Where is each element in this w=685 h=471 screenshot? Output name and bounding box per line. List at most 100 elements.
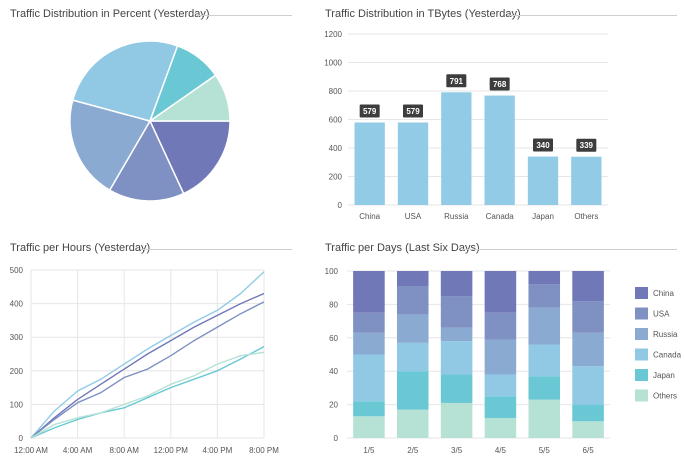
bar-data-label-bg — [359, 104, 380, 118]
bar-y-tick-label: 400 — [329, 144, 343, 153]
bar-title-rule — [507, 15, 677, 16]
bar-y-tick-label: 0 — [338, 201, 343, 210]
legend-label-others: Others — [653, 392, 677, 401]
stack-segment-canada — [528, 344, 561, 377]
bar-y-tick-label: 1000 — [324, 59, 342, 68]
stack-segment-canada — [440, 341, 473, 375]
stack-segment-usa — [353, 312, 385, 333]
bar-data-label: 791 — [450, 77, 464, 86]
bar-y-tick-label: 200 — [329, 173, 343, 182]
stack-y-tick-label: 100 — [325, 267, 339, 276]
stack-segment-russia — [528, 307, 561, 345]
stack-segment-china — [440, 271, 473, 297]
stack-segment-usa — [572, 301, 604, 333]
stack-segment-canada — [484, 374, 517, 397]
bar-y-tick-label: 1200 — [324, 30, 342, 39]
line-x-tick-label: 8:00 PM — [249, 446, 279, 455]
stack-segment-russia — [396, 314, 429, 343]
stack-segment-others — [440, 402, 473, 438]
stack-segment-usa — [528, 284, 561, 308]
legend-swatch-russia — [635, 328, 648, 340]
pie-slice-russia — [69, 99, 152, 192]
stack-segment-others — [484, 417, 517, 438]
line-series-2 — [30, 301, 265, 439]
stack-category-label: 4/5 — [495, 446, 507, 455]
stack-segment-usa — [440, 296, 473, 328]
pie-slice-canada — [71, 40, 179, 122]
stack-segment-canada — [353, 354, 385, 402]
stack-segment-russia — [353, 332, 385, 355]
bar-data-label: 768 — [493, 80, 507, 89]
stack-segment-japan — [440, 374, 473, 403]
stack-y-tick-label: 20 — [329, 401, 338, 410]
stack-segment-usa — [484, 312, 517, 340]
bar-category-label: Japan — [532, 212, 554, 221]
bar-data-label-bg — [576, 138, 597, 152]
stack-y-tick-label: 40 — [329, 367, 338, 376]
line-y-tick-label: 500 — [10, 266, 24, 275]
pie-slice-others — [147, 74, 231, 122]
stacked-title-rule — [462, 249, 677, 250]
bar-category-label: Russia — [444, 212, 469, 221]
stack-segment-canada — [572, 366, 604, 405]
stack-segment-usa — [396, 286, 429, 315]
legend-label-japan: Japan — [653, 371, 675, 380]
stack-segment-china — [484, 271, 517, 313]
bar-category-label: China — [359, 212, 380, 221]
line-series-0 — [30, 271, 265, 439]
stack-category-label: 2/5 — [407, 446, 419, 455]
stack-segment-japan — [484, 396, 517, 418]
stack-category-label: 5/5 — [539, 446, 551, 455]
stack-y-tick-label: 60 — [329, 334, 338, 343]
line-x-tick-label: 12:00 PM — [154, 446, 189, 455]
bar-y-tick-label: 600 — [329, 116, 343, 125]
legend-swatch-china — [635, 287, 648, 299]
bar-data-label-bg — [403, 104, 423, 118]
legend-swatch-others — [635, 389, 648, 402]
legend-swatch-usa — [635, 307, 648, 320]
line-y-tick-label: 200 — [10, 367, 24, 376]
bar-y-tick-label: 800 — [329, 87, 343, 96]
bar-category-label: USA — [405, 212, 422, 221]
stack-segment-china — [396, 271, 429, 287]
stack-segment-japan — [396, 371, 429, 410]
bar-usa — [397, 122, 429, 205]
stack-segment-china — [528, 271, 561, 285]
stack-segment-japan — [353, 401, 385, 417]
legend-label-canada: Canada — [653, 351, 682, 360]
stack-category-label: 1/5 — [363, 446, 375, 455]
bar-data-label-bg — [489, 77, 510, 91]
legend-swatch-canada — [635, 348, 648, 361]
stack-category-label: 6/5 — [583, 446, 595, 455]
stack-segment-china — [353, 271, 385, 313]
line-x-tick-label: 12:00 AM — [14, 446, 48, 455]
bar-chart-title: Traffic Distribution in TBytes (Yesterda… — [325, 8, 521, 20]
line-y-tick-label: 300 — [10, 333, 24, 342]
stack-segment-russia — [484, 339, 517, 375]
line-series-3 — [30, 345, 265, 439]
stack-segment-china — [572, 271, 604, 302]
bar-category-label: Canada — [486, 212, 515, 221]
line-chart-title: Traffic per Hours (Yesterday) — [10, 242, 151, 254]
stack-y-tick-label: 80 — [329, 300, 338, 309]
stack-segment-japan — [528, 376, 561, 400]
stacked-chart-title: Traffic per Days (Last Six Days) — [325, 242, 480, 254]
line-y-tick-label: 0 — [19, 434, 24, 443]
line-y-tick-label: 100 — [10, 400, 24, 409]
line-y-tick-label: 400 — [10, 300, 24, 309]
legend-swatch-japan — [635, 369, 648, 381]
bar-others — [571, 156, 602, 205]
stack-segment-russia — [440, 327, 473, 342]
line-series-4 — [30, 351, 265, 439]
stack-y-tick-label: 0 — [334, 434, 339, 443]
bar-data-label-bg — [446, 74, 467, 88]
bar-russia — [441, 92, 472, 205]
pie-slice-usa — [108, 119, 185, 202]
pie-slice-china — [148, 120, 231, 195]
bar-canada — [484, 95, 515, 205]
pie-chart-title: Traffic Distribution in Percent (Yesterd… — [10, 8, 210, 20]
legend-label-china: China — [653, 289, 674, 298]
bar-data-label: 340 — [536, 141, 550, 150]
line-series-1 — [30, 292, 265, 439]
